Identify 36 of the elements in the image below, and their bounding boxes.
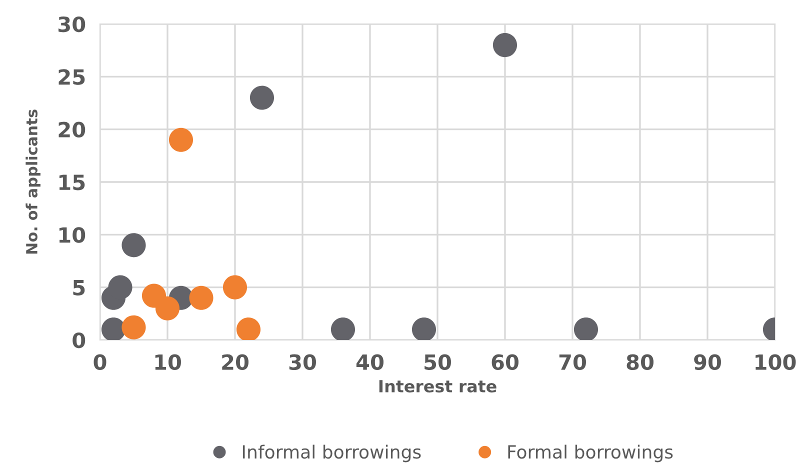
point: [101, 317, 126, 340]
point: [222, 275, 248, 300]
y-tick-label: 25: [58, 69, 85, 85]
y-tick-label: 15: [59, 174, 85, 190]
x-tick-label: 10: [155, 354, 181, 370]
y-tick-label: 30: [58, 16, 86, 32]
x-tick-label: 90: [694, 354, 721, 370]
y-tick-label: 10: [59, 227, 86, 243]
y-axis-title: No. of applicants: [26, 110, 40, 254]
point: [108, 275, 132, 300]
x-tick-label: 30: [289, 354, 316, 370]
y-tick-label: 20: [58, 122, 86, 138]
y-tick-label: 5: [73, 280, 85, 296]
x-tick-label: 80: [626, 354, 654, 370]
x-axis-title: Interest rate: [379, 380, 496, 393]
point: [168, 128, 194, 152]
point: [122, 315, 146, 340]
point: [412, 317, 436, 340]
x-tick-label: 0: [94, 354, 106, 370]
point: [330, 317, 356, 340]
y-tick-label: 0: [72, 332, 86, 348]
x-tick-label: 60: [492, 354, 518, 370]
point: [250, 86, 274, 110]
x-tick-label: 70: [559, 354, 586, 370]
point: [492, 33, 518, 58]
point: [189, 286, 214, 310]
legend-label: Informal borrowings: [242, 444, 421, 462]
point: [574, 317, 598, 340]
x-tick-label: 40: [356, 354, 384, 370]
x-tick-label: 50: [424, 354, 451, 370]
x-tick-label: 100: [756, 354, 796, 370]
point: [155, 296, 180, 320]
x-tick-label: 20: [222, 354, 248, 370]
legend-label: Formal borrowings: [508, 444, 673, 462]
point: [122, 233, 146, 258]
point: [236, 317, 261, 340]
